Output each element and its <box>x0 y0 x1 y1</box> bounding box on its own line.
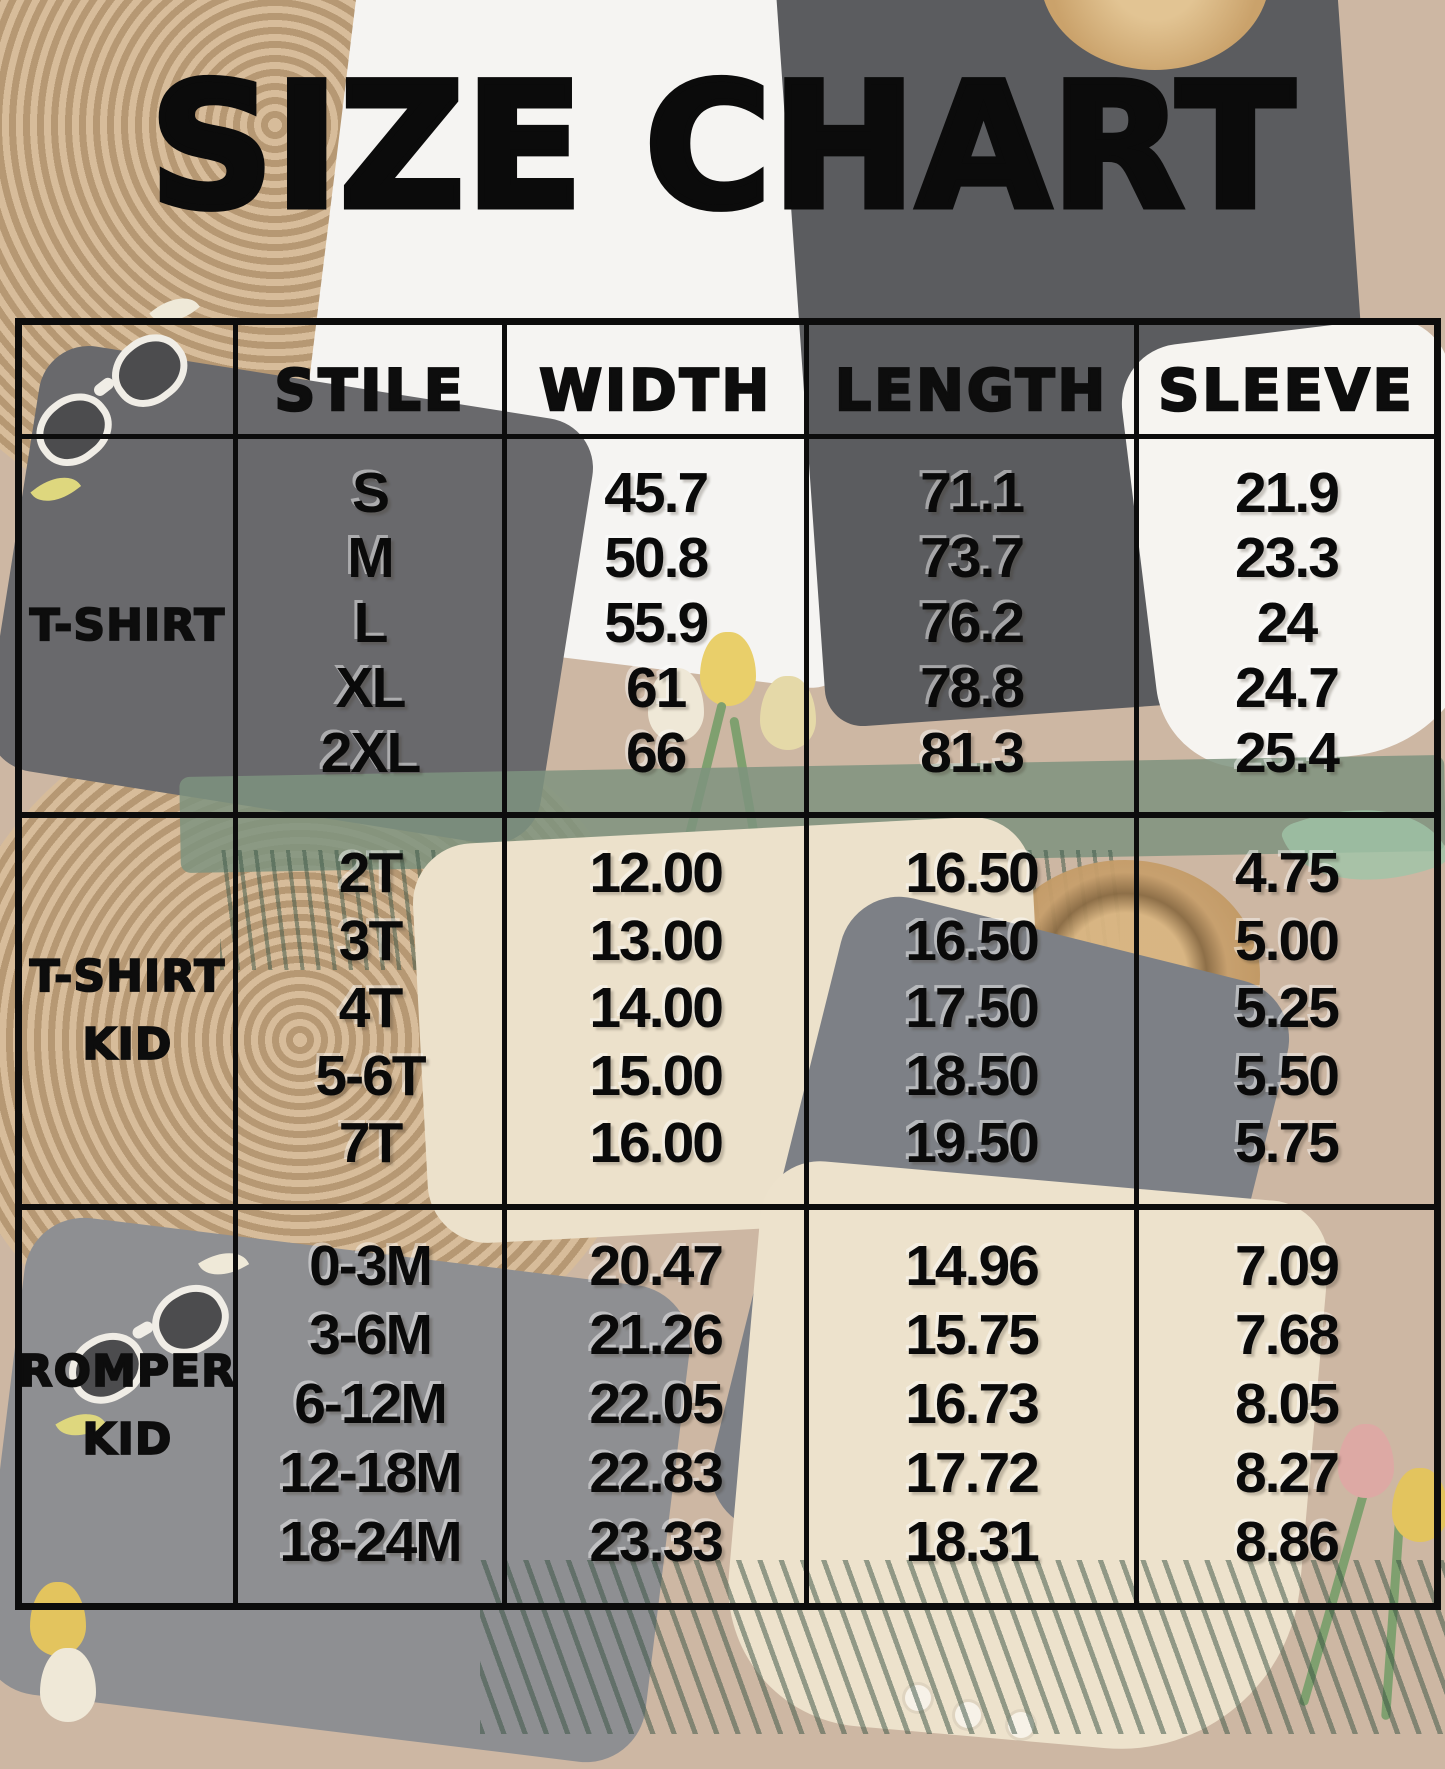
length-value: 19.50 <box>905 1111 1040 1176</box>
table-section-tshirt-kid: T-SHIRT KID 2T 3T 4T 5-6T 7T 12.00 13.00… <box>22 818 1434 1210</box>
sleeve-value: 5.75 <box>1234 1111 1340 1176</box>
sleeve-value: 23.3 <box>1234 526 1340 591</box>
length-value: 17.50 <box>905 976 1040 1041</box>
length-value: 81.3 <box>920 721 1025 786</box>
sleeve-value: 5.00 <box>1234 908 1340 973</box>
sleeve-value: 8.86 <box>1234 1509 1340 1574</box>
style-value: S <box>352 461 390 526</box>
sleeve-value: 24 <box>1256 591 1318 656</box>
sleeve-value: 25.4 <box>1234 721 1340 786</box>
sleeve-value: 7.09 <box>1234 1233 1340 1298</box>
length-value: 71.1 <box>920 461 1025 526</box>
style-values-tshirt: S M L XL 2XL <box>238 439 508 813</box>
tulip-flower <box>30 1582 86 1656</box>
style-value: 12-18M <box>279 1440 462 1505</box>
sleeve-values-tshirt-kid: 4.75 5.00 5.25 5.50 5.75 <box>1139 818 1434 1204</box>
length-value: 18.31 <box>905 1509 1040 1574</box>
width-value: 66 <box>625 721 687 786</box>
width-value: 45.7 <box>604 461 709 526</box>
style-value: 18-24M <box>279 1509 462 1574</box>
width-value: 23.33 <box>589 1509 724 1574</box>
width-values-romper-kid: 20.47 21.26 22.05 22.83 23.33 <box>507 1209 810 1603</box>
category-label-tshirt: T-SHIRT <box>22 439 238 813</box>
table-header-row: STILE WIDTH LENGTH SLEEVE <box>22 325 1434 440</box>
header-cell-style: STILE <box>238 325 508 435</box>
style-value: M <box>347 526 395 591</box>
sleeve-value: 8.27 <box>1234 1440 1340 1505</box>
tulip-flower <box>700 632 756 706</box>
sleeve-value: 24.7 <box>1234 656 1340 721</box>
header-cell-length: LENGTH <box>809 325 1139 435</box>
length-values-romper-kid: 14.96 15.75 16.73 17.72 18.31 <box>809 1209 1139 1603</box>
style-values-romper-kid: 0-3M 3-6M 6-12M 12-18M 18-24M <box>238 1209 508 1603</box>
sleeve-value: 8.05 <box>1234 1371 1340 1436</box>
sleeve-values-romper-kid: 7.09 7.68 8.05 8.27 8.86 <box>1139 1210 1434 1603</box>
sleeve-value: 7.68 <box>1234 1302 1340 1367</box>
width-value: 15.00 <box>589 1043 724 1108</box>
header-cell-width: WIDTH <box>507 325 810 435</box>
category-label-romper-kid: ROMPER KID <box>18 1209 238 1603</box>
length-values-tshirt: 71.1 73.7 76.2 78.8 81.3 <box>809 439 1139 813</box>
category-line: KID <box>82 1018 173 1071</box>
style-values-tshirt-kid: 2T 3T 4T 5-6T 7T <box>238 818 508 1204</box>
tulip-flower <box>40 1648 96 1722</box>
width-values-tshirt: 45.7 50.8 55.9 61 66 <box>507 439 810 813</box>
width-value: 22.05 <box>589 1371 724 1436</box>
category-line: KID <box>82 1413 173 1466</box>
style-value: 6-12M <box>294 1371 448 1436</box>
table-section-romper-kid: ROMPER KID 0-3M 3-6M 6-12M 12-18M 18-24M… <box>18 1209 1434 1603</box>
style-value: L <box>353 591 389 656</box>
scarf-fringe-bottom <box>480 1560 1445 1734</box>
tulip-flower <box>1338 1424 1394 1498</box>
table-section-tshirt: T-SHIRT S M L XL 2XL 45.7 50.8 55.9 61 6… <box>22 439 1434 819</box>
width-value: 13.00 <box>589 908 724 973</box>
length-value: 73.7 <box>920 526 1025 591</box>
style-value: 0-3M <box>309 1233 433 1298</box>
width-value: 21.26 <box>589 1302 724 1367</box>
width-values-tshirt-kid: 12.00 13.00 14.00 15.00 16.00 <box>507 818 810 1204</box>
style-value: 2XL <box>320 721 422 786</box>
style-value: 5-6T <box>315 1043 426 1108</box>
length-value: 78.8 <box>920 656 1025 721</box>
length-value: 14.96 <box>905 1233 1040 1298</box>
sleeve-values-tshirt: 21.9 23.3 24 24.7 25.4 <box>1139 439 1434 812</box>
length-value: 76.2 <box>920 591 1025 656</box>
length-value: 16.50 <box>905 841 1040 906</box>
length-value: 18.50 <box>905 1043 1040 1108</box>
style-value: XL <box>335 656 407 721</box>
sleeve-value: 4.75 <box>1234 841 1340 906</box>
size-table: STILE WIDTH LENGTH SLEEVE T-SHIRT S M L … <box>15 318 1441 1610</box>
sleeve-value: 5.50 <box>1234 1043 1340 1108</box>
style-value: 3T <box>338 908 404 973</box>
width-value: 16.00 <box>589 1111 724 1176</box>
category-line: T-SHIRT <box>29 950 226 1003</box>
width-value: 14.00 <box>589 976 724 1041</box>
sleeve-value: 21.9 <box>1234 461 1340 526</box>
tulip-flower <box>648 668 704 742</box>
width-value: 22.83 <box>589 1440 724 1505</box>
header-cell-sleeve: SLEEVE <box>1157 357 1415 426</box>
style-value: 7T <box>338 1111 404 1176</box>
style-value: 2T <box>338 841 404 906</box>
page-title: SIZE CHART <box>146 43 1297 251</box>
style-value: 4T <box>338 976 404 1041</box>
category-label-tshirt-kid: T-SHIRT KID <box>22 818 238 1204</box>
width-value: 12.00 <box>589 841 724 906</box>
style-value: 3-6M <box>309 1302 433 1367</box>
length-values-tshirt-kid: 16.50 16.50 17.50 18.50 19.50 <box>809 818 1139 1204</box>
width-value: 20.47 <box>589 1233 724 1298</box>
width-value: 55.9 <box>604 591 709 656</box>
length-value: 15.75 <box>905 1302 1040 1367</box>
length-value: 16.73 <box>905 1371 1040 1436</box>
width-value: 50.8 <box>604 526 709 591</box>
sleeve-value: 5.25 <box>1234 976 1340 1041</box>
length-value: 16.50 <box>905 908 1040 973</box>
category-line: T-SHIRT <box>29 599 226 652</box>
category-line: ROMPER <box>18 1345 237 1398</box>
width-value: 61 <box>625 656 687 721</box>
header-cell-category <box>22 325 238 435</box>
length-value: 17.72 <box>905 1440 1040 1505</box>
